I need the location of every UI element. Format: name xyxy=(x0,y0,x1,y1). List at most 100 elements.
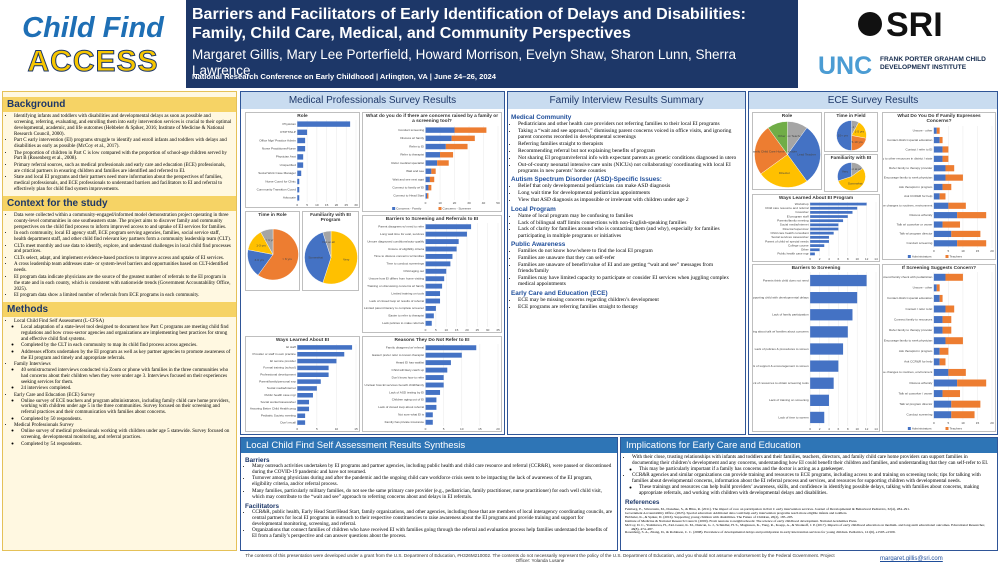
logo-text: UNC xyxy=(818,52,873,80)
bar xyxy=(810,223,839,227)
bar xyxy=(425,375,444,381)
authors: Margaret Gillis, Mary Lee Porterfield, H… xyxy=(192,47,736,78)
chart: Ways Learned About EI Program 0 2 4 6 8 10 12 14… xyxy=(752,194,880,262)
bullet-item: Organizations that connect families of c… xyxy=(252,527,613,540)
bar xyxy=(425,306,436,312)
x-tick-label: 0 xyxy=(933,249,935,253)
bar xyxy=(933,240,958,247)
email-link[interactable]: margaret.gillis@sri.com xyxy=(880,556,943,562)
bullet-list: Online survey of medical professionals w… xyxy=(14,429,232,447)
bar xyxy=(810,248,820,252)
category-label: Pediatric Society meeting xyxy=(261,414,296,418)
logos: SRI UNC FRANK PORTER GRAHAM CHILD DEVELO… xyxy=(798,0,1000,88)
bullet-text: Online survey of ECE teachers and progra… xyxy=(21,398,230,416)
bar xyxy=(957,379,987,387)
category-label: Family disagreed w/ referral xyxy=(386,346,424,350)
slice-label: 10+ yrs xyxy=(838,134,849,138)
panel-title: ECE Survey Results xyxy=(749,92,997,109)
x-tick-label: 10 xyxy=(855,427,859,431)
chart-title: What Do You Do If Family Expresses Conce… xyxy=(897,114,981,125)
bar xyxy=(297,359,337,364)
logo: Child Find ACCESS xyxy=(0,0,186,88)
category-label: Recommend family check with pediatrician xyxy=(883,276,933,280)
category-label: Not sure what EI is xyxy=(398,413,424,417)
bullet-list: Pediatricians and other health care prov… xyxy=(511,121,742,174)
legend-label: Teachers xyxy=(950,427,963,431)
bullet-item: CLTs meet monthly and use data to identi… xyxy=(14,244,232,256)
chart-title: Reasons They Do Not Refer to EI xyxy=(394,338,470,343)
bullet-item: Addresses efforts undertaken by the EI p… xyxy=(21,350,232,362)
category-label: Unsure - other xyxy=(913,128,933,132)
legend-swatch xyxy=(438,206,442,210)
pie-slice xyxy=(257,229,299,281)
chart-plot: > 6 yrs 3-6 yrs 1-3 yrs < 1 yr xyxy=(247,229,299,281)
chart-plot: 0 10 20 30 40 50 Conduct screening Discuss w/ f… xyxy=(391,125,500,210)
bar xyxy=(933,316,943,324)
chart: Familiarity with EI Program Very Somewhat N… xyxy=(302,211,359,291)
category-label: Unsure of eligibility criteria xyxy=(388,247,424,251)
bullet-text: State and local EI programs and their pa… xyxy=(14,175,223,193)
bar xyxy=(425,397,437,403)
category-label: Lack of family participation xyxy=(772,313,809,317)
category-label: Discuss w/family xyxy=(909,381,932,385)
bar xyxy=(933,401,952,409)
bar xyxy=(933,146,943,153)
bullet-item: Online survey of medical professionals w… xyxy=(21,429,232,441)
legend-label: Concerns - Screener xyxy=(443,206,472,210)
bullet-item: 24 interviews completed. xyxy=(21,386,232,392)
bar xyxy=(297,162,304,169)
bullet-list: CCR&R, public health, Early Head Start/H… xyxy=(245,508,613,540)
bar xyxy=(297,407,310,412)
bar xyxy=(297,154,304,161)
x-tick-label: 0 xyxy=(296,427,298,431)
bullet-text: Completed by the CLT in each community t… xyxy=(21,343,198,349)
slice-label: Owner/ Family Child Care Home Provider xyxy=(753,150,797,154)
bar xyxy=(810,395,829,407)
category-label: Workshop xyxy=(795,202,809,206)
x-tick-label: 20 xyxy=(465,328,469,332)
category-label: Child aging out xyxy=(403,270,424,274)
bullet-text: Organizations that connect families of c… xyxy=(252,527,608,539)
chart-title: Familiarity with EI xyxy=(830,156,872,161)
slice-label: Other xyxy=(778,135,786,139)
bar xyxy=(451,135,475,141)
legend-swatch xyxy=(907,427,911,431)
category-label: Limited training on tools xyxy=(391,292,424,296)
category-label: Child will likely catch up xyxy=(392,368,425,372)
bar xyxy=(425,368,448,373)
bullet-item: With their close, trusting relationships… xyxy=(632,454,993,473)
bar xyxy=(425,261,451,267)
x-tick-label: 20 xyxy=(496,427,500,431)
bullet-text: Primary referral sources, such as medica… xyxy=(14,162,226,174)
x-tick-label: 2 xyxy=(819,257,821,261)
bullet-item: Part C early intervention (EI) programs … xyxy=(14,138,232,150)
bar xyxy=(945,274,963,282)
legend-label: Administrators xyxy=(912,254,932,258)
bar xyxy=(297,372,329,378)
legend-label: Administrators xyxy=(912,427,932,431)
x-tick-label: 5 xyxy=(443,427,445,431)
chart-plot: Very Somewhat Not at all xyxy=(304,230,358,285)
x-tick-label: 10 xyxy=(438,201,442,205)
category-label: Easier/ prefer refer to known therapist xyxy=(372,353,424,357)
bar xyxy=(936,284,940,292)
panel-title: Local Child Find Self Assessment Results… xyxy=(241,438,617,453)
bullet-item: View that ASD diagnosis as impossible or… xyxy=(518,197,742,203)
bullet-item: Lack of clarity for families around who … xyxy=(518,226,742,239)
bullet-text: CCR&R, public health, Early Head Start/H… xyxy=(252,508,613,527)
bar xyxy=(437,160,449,166)
bar xyxy=(810,203,867,206)
bar xyxy=(933,183,943,190)
x-tick-label: 30 xyxy=(354,203,358,207)
bullet-item: Medical Professionals SurveyOnline surve… xyxy=(14,423,232,447)
pie-slice xyxy=(304,231,332,283)
category-label: Conduct screening xyxy=(398,128,424,132)
x-tick-label: 5 xyxy=(316,427,318,431)
bar xyxy=(939,193,946,200)
slice-label: Somewhat xyxy=(308,255,323,259)
bar xyxy=(933,230,952,237)
category-label: Family has private insurance xyxy=(385,420,425,424)
bar xyxy=(942,183,952,190)
bullet-text: 24 interviews completed. xyxy=(21,386,72,392)
bar xyxy=(951,411,975,419)
